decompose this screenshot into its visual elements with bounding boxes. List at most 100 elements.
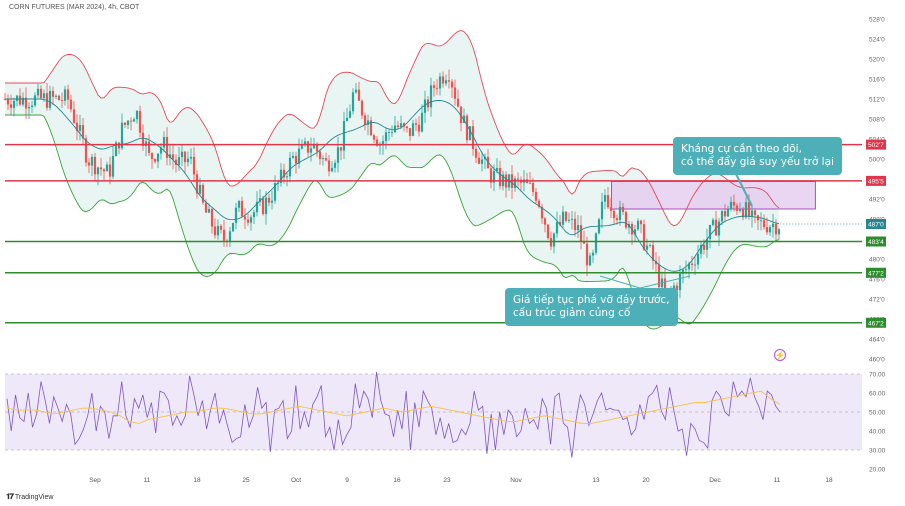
candle-body <box>81 125 85 139</box>
rsi-tick-label: 60.00 <box>869 391 886 398</box>
candle-body <box>33 95 37 106</box>
time-tick-label: Sep <box>89 477 101 484</box>
candle-body <box>576 225 580 231</box>
candle-body <box>696 253 700 265</box>
candle-body <box>30 105 34 107</box>
candle-body <box>147 141 151 154</box>
candle-body <box>684 269 688 271</box>
candle-body <box>189 156 193 159</box>
candle-body <box>585 243 589 266</box>
candle-body <box>360 100 364 116</box>
candle-body <box>546 224 550 239</box>
candle-body <box>534 191 538 201</box>
candle-body <box>573 218 577 231</box>
candle-body <box>300 144 304 149</box>
candle-body <box>339 147 343 151</box>
candle-body <box>582 241 586 244</box>
candle-body <box>624 211 628 228</box>
candle-body <box>9 104 13 108</box>
candle-body <box>636 220 640 230</box>
candle-body <box>75 122 79 131</box>
candle-body <box>318 151 322 160</box>
candle-body <box>42 93 46 99</box>
price-tag-text: 467'2 <box>868 320 884 327</box>
candle-body <box>417 124 421 132</box>
candle-body <box>465 115 469 141</box>
candle-body <box>402 123 406 127</box>
breakdown-callout-line-1: Giá tiếp tục phá vỡ đáy trước, <box>513 294 670 306</box>
candle-body <box>591 252 595 256</box>
candle-body <box>759 220 763 222</box>
candle-body <box>231 222 235 232</box>
time-tick-label: 13 <box>592 477 600 484</box>
candle-body <box>171 154 175 160</box>
candle-body <box>138 110 142 133</box>
candle-body <box>282 169 286 178</box>
candle-body <box>699 244 703 254</box>
candle-body <box>480 159 484 164</box>
candle-body <box>288 157 292 177</box>
candle-body <box>108 164 112 177</box>
candle-body <box>618 206 622 221</box>
candle-body <box>273 183 277 201</box>
candle-body <box>723 211 727 217</box>
chart-title: CORN FUTURES (MAR 2024), 4h, CBOT <box>9 4 140 11</box>
candle-body <box>711 219 715 226</box>
candle-body <box>36 88 40 96</box>
candle-body <box>747 202 751 217</box>
price-tick-label: 512'0 <box>869 97 885 104</box>
candle-body <box>186 158 190 163</box>
footer: 𝟏𝟕 TradingView <box>6 492 53 502</box>
candle-body <box>708 225 712 240</box>
candle-body <box>126 120 130 125</box>
candle-body <box>567 219 571 221</box>
candle-body <box>252 212 256 218</box>
price-tick-label: 516'0 <box>869 77 885 84</box>
candle-body <box>39 88 43 99</box>
candle-body <box>216 225 220 236</box>
price-tick-label: 508'0 <box>869 117 885 124</box>
candle-body <box>6 99 10 105</box>
candle-body <box>237 201 241 208</box>
candle-body <box>381 141 385 146</box>
candle-body <box>114 142 118 157</box>
candle-body <box>651 245 655 261</box>
price-tag-text: 502'7 <box>868 142 884 149</box>
candle-body <box>456 98 460 107</box>
candle-body <box>558 222 562 225</box>
candle-body <box>330 167 334 172</box>
candle-body <box>51 90 55 97</box>
candle-body <box>240 201 244 217</box>
candle-body <box>717 221 721 236</box>
candle-body <box>78 125 82 131</box>
candle-body <box>726 208 730 217</box>
last-price-text: 487'0 <box>868 222 884 229</box>
candle-body <box>600 201 604 220</box>
price-tick-label: 460'0 <box>869 357 885 364</box>
candle-body <box>264 197 268 215</box>
candle-body <box>384 132 388 142</box>
resistance-zone[interactable] <box>611 181 816 210</box>
candle-body <box>303 141 307 145</box>
candle-body <box>66 89 70 100</box>
rsi-tick-label: 20.00 <box>869 467 886 474</box>
time-tick-label: 16 <box>393 477 401 484</box>
candle-body <box>732 201 736 206</box>
candle-body <box>429 85 433 108</box>
candle-body <box>612 210 616 219</box>
candle-body <box>678 273 682 291</box>
candle-body <box>27 106 31 109</box>
breakdown-callout-pointer-left <box>599 275 641 289</box>
candle-body <box>528 182 532 184</box>
candle-body <box>564 211 568 221</box>
candle-body <box>366 120 370 125</box>
candle-body <box>195 174 199 194</box>
candle-body <box>765 227 769 233</box>
candle-body <box>207 209 211 213</box>
alert-bolt-icon[interactable]: ⚡ <box>774 349 786 361</box>
candle-body <box>474 149 478 158</box>
candle-body <box>606 195 610 208</box>
candle-body <box>498 168 502 187</box>
candle-body <box>135 110 139 120</box>
